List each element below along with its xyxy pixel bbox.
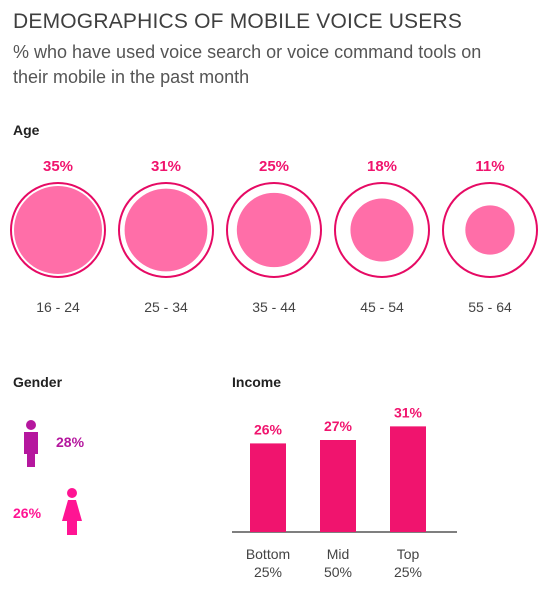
age-category-label-3: 45 - 54 [360, 299, 404, 315]
male-icon [24, 420, 38, 467]
income-value-label-2: 31% [394, 404, 423, 420]
gender-section-title: Gender [13, 374, 63, 390]
male-value-label: 28% [56, 434, 85, 450]
age-value-label-2: 25% [259, 158, 289, 175]
income-category-label-2-0: Top [397, 546, 420, 562]
income-category-label-0-0: Bottom [246, 546, 290, 562]
income-category-label-1-0: Mid [327, 546, 350, 562]
chart-subtitle: % who have used voice search or voice co… [13, 42, 482, 87]
gender-pictogram: 28% 26% [13, 420, 85, 535]
age-value-label-4: 11% [475, 158, 504, 175]
income-bar-chart: 26% Bottom 25% 27% Mid 50% 31% Top 25% [232, 404, 457, 580]
income-value-label-0: 26% [254, 421, 283, 437]
age-category-label-0: 16 - 24 [36, 299, 80, 315]
age-section-title: Age [13, 122, 40, 138]
age-bubble-3 [350, 198, 414, 262]
income-bar-0 [250, 443, 286, 532]
age-bubble-1 [124, 188, 208, 272]
female-icon [62, 488, 82, 535]
age-value-label-1: 31% [151, 158, 181, 175]
income-bar-1 [320, 440, 356, 532]
income-bar-2 [390, 426, 426, 532]
income-category-label-2-1: 25% [394, 564, 422, 580]
age-category-label-2: 35 - 44 [252, 299, 296, 315]
chart-title: DEMOGRAPHICS OF MOBILE VOICE USERS [13, 10, 463, 33]
age-category-label-4: 55 - 64 [468, 299, 512, 315]
age-bubble-4 [465, 205, 515, 255]
age-category-label-1: 25 - 34 [144, 299, 188, 315]
income-category-label-0-1: 25% [254, 564, 282, 580]
age-value-label-3: 18% [367, 158, 397, 175]
income-category-label-1-1: 50% [324, 564, 352, 580]
female-value-label: 26% [13, 505, 42, 521]
age-bubble-chart: 35% 16 - 24 31% 25 - 34 25% 35 - 44 18% 45 - 54… [10, 158, 538, 315]
age-bubble-2 [236, 192, 312, 268]
age-bubble-0 [14, 186, 102, 274]
income-section-title: Income [232, 374, 282, 390]
age-value-label-0: 35% [43, 158, 73, 175]
income-value-label-1: 27% [324, 418, 353, 434]
